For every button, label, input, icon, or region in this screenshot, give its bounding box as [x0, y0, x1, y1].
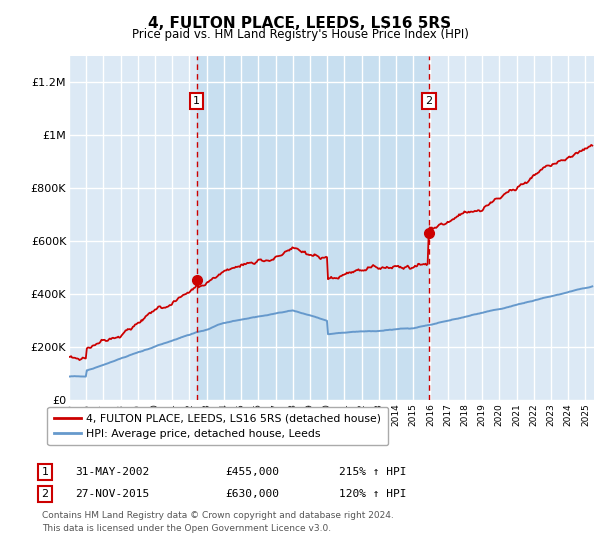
- Text: 2: 2: [425, 96, 433, 106]
- Text: Contains HM Land Registry data © Crown copyright and database right 2024.: Contains HM Land Registry data © Crown c…: [42, 511, 394, 520]
- Text: 27-NOV-2015: 27-NOV-2015: [75, 489, 149, 499]
- Text: £630,000: £630,000: [225, 489, 279, 499]
- Text: 2: 2: [41, 489, 49, 499]
- Text: 215% ↑ HPI: 215% ↑ HPI: [339, 467, 407, 477]
- Text: £455,000: £455,000: [225, 467, 279, 477]
- Bar: [197, 56, 429, 400]
- Text: 1: 1: [41, 467, 49, 477]
- Legend: 4, FULTON PLACE, LEEDS, LS16 5RS (detached house), HPI: Average price, detached : 4, FULTON PLACE, LEEDS, LS16 5RS (detach…: [47, 407, 388, 445]
- Text: 31-MAY-2002: 31-MAY-2002: [75, 467, 149, 477]
- Text: 120% ↑ HPI: 120% ↑ HPI: [339, 489, 407, 499]
- Text: This data is licensed under the Open Government Licence v3.0.: This data is licensed under the Open Gov…: [42, 524, 331, 533]
- Text: Price paid vs. HM Land Registry's House Price Index (HPI): Price paid vs. HM Land Registry's House …: [131, 28, 469, 41]
- Text: 4, FULTON PLACE, LEEDS, LS16 5RS: 4, FULTON PLACE, LEEDS, LS16 5RS: [148, 16, 452, 31]
- Text: 1: 1: [193, 96, 200, 106]
